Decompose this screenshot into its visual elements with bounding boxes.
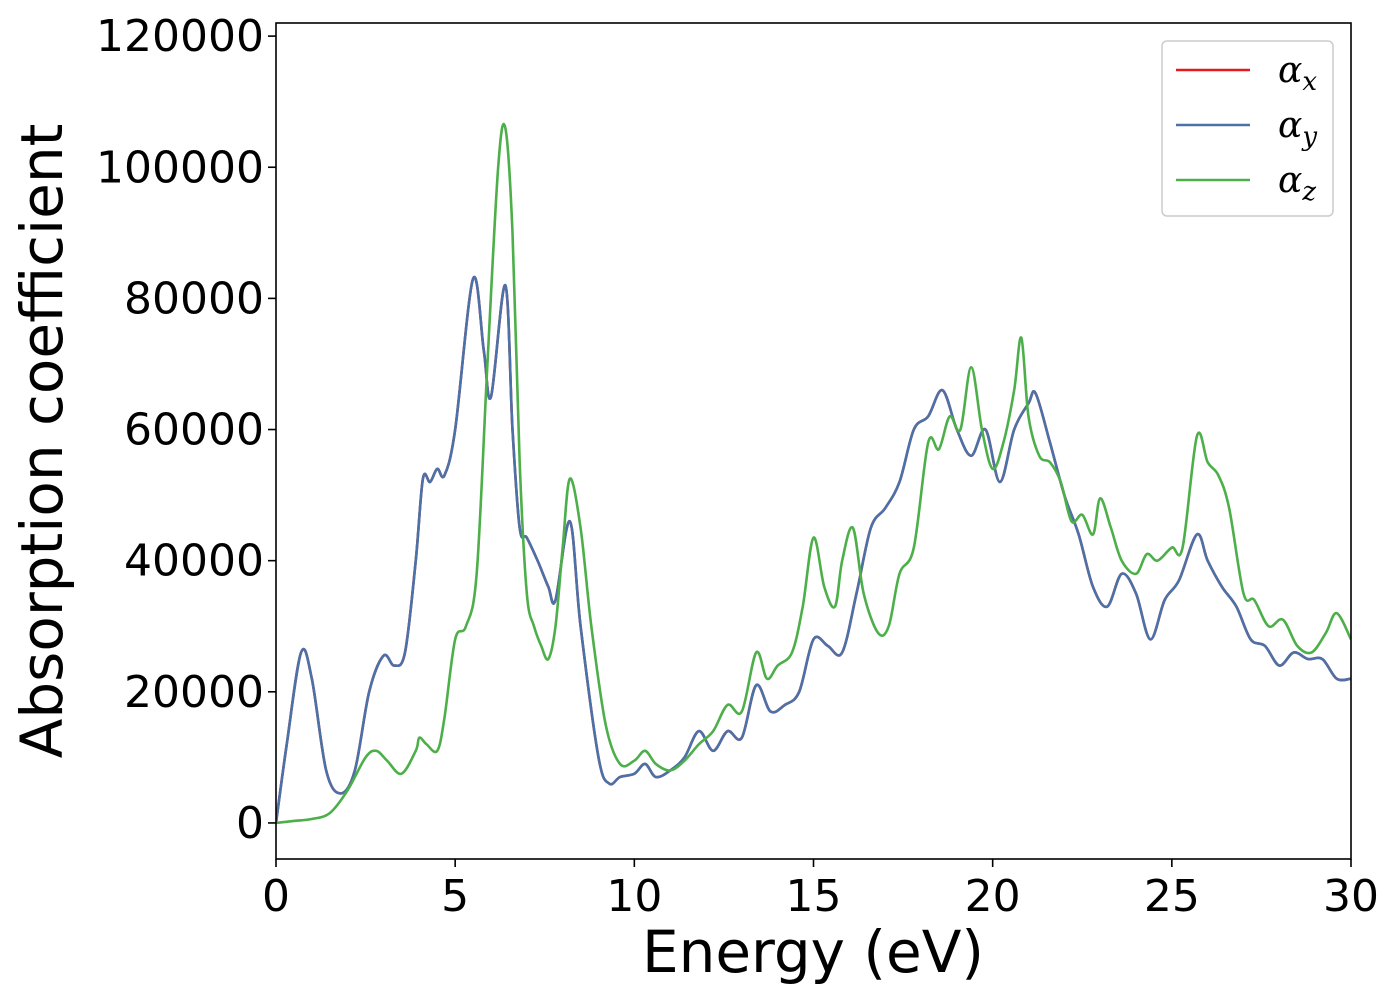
y-tick-label: 0 — [236, 798, 264, 849]
x-tick-label: 5 — [441, 871, 469, 922]
y-tick-label: 60000 — [124, 405, 264, 456]
y-tick-label: 80000 — [124, 273, 264, 324]
x-axis-ticks: 0 5 10 15 20 25 30 — [262, 859, 1379, 922]
series-line-z — [276, 122, 1351, 825]
y-tick-label: 20000 — [124, 667, 264, 718]
legend-label-y: αy — [1278, 105, 1317, 152]
legend: αx αy αz — [1161, 40, 1334, 217]
series-layer — [276, 122, 1351, 825]
x-tick-label: 25 — [1144, 871, 1200, 922]
x-tick-label: 0 — [262, 871, 290, 922]
y-axis-ticks: 0 20000 40000 60000 80000 100000 120000 — [96, 11, 276, 849]
x-tick-label: 20 — [965, 871, 1021, 922]
series-line-y — [276, 275, 1351, 824]
x-tick-label: 10 — [606, 871, 662, 922]
legend-box — [1161, 40, 1334, 217]
x-tick-label: 30 — [1323, 871, 1379, 922]
y-axis-title: Absorption coefficient — [8, 124, 76, 759]
y-tick-label: 100000 — [96, 142, 264, 193]
legend-label-z: αz — [1278, 160, 1316, 207]
x-axis-title: Energy (eV) — [642, 918, 984, 986]
y-tick-label: 40000 — [124, 536, 264, 587]
y-tick-label: 120000 — [96, 11, 264, 62]
legend-label-x: αx — [1278, 50, 1317, 97]
x-tick-label: 15 — [786, 871, 842, 922]
